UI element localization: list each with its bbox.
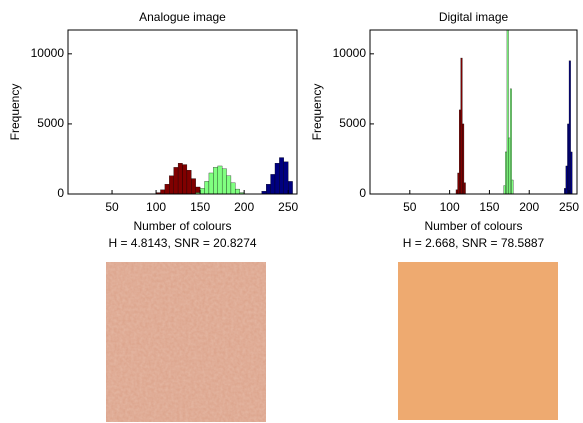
histogram-bar bbox=[226, 175, 232, 195]
histogram-bar bbox=[567, 123, 570, 195]
x-tick-label: 100 bbox=[146, 200, 166, 214]
histogram-bar bbox=[511, 179, 514, 195]
histogram-bar bbox=[173, 167, 179, 195]
y-tick-label: 5000 bbox=[37, 116, 64, 130]
annotation: H = 2.668, SNR = 78.5887 bbox=[403, 236, 545, 250]
analogue-image-texture bbox=[106, 262, 266, 422]
histogram-bar bbox=[509, 88, 512, 195]
annotation: H = 4.8143, SNR = 20.8274 bbox=[108, 236, 256, 250]
histogram-bar bbox=[230, 182, 236, 195]
x-tick-label: 250 bbox=[278, 200, 298, 214]
chart-title: Digital image bbox=[439, 10, 509, 24]
histogram-bar bbox=[266, 184, 271, 195]
histogram-bar bbox=[565, 165, 568, 195]
y-axis-label: Frequency bbox=[8, 84, 22, 141]
y-tick-label: 10000 bbox=[333, 46, 367, 60]
histogram-bar bbox=[160, 189, 166, 195]
x-tick-label: 150 bbox=[479, 200, 499, 214]
histogram-bar bbox=[182, 164, 188, 195]
x-tick-label: 200 bbox=[519, 200, 539, 214]
y-tick-label: 10000 bbox=[31, 46, 65, 60]
x-axis-label: Number of colours bbox=[133, 219, 231, 233]
histogram-bar bbox=[186, 170, 192, 195]
histogram-bar bbox=[191, 178, 196, 195]
histogram-bar bbox=[505, 151, 508, 195]
x-axis-label: Number of colours bbox=[424, 219, 522, 233]
histogram-bar bbox=[208, 172, 214, 195]
histogram-bar bbox=[460, 57, 463, 195]
histogram-bar bbox=[221, 168, 227, 195]
digital-image bbox=[398, 262, 558, 420]
y-tick-label: 0 bbox=[57, 186, 64, 200]
x-tick-label: 100 bbox=[440, 200, 460, 214]
x-tick-label: 50 bbox=[403, 200, 417, 214]
histogram-bar bbox=[177, 163, 183, 195]
histogram-bar bbox=[279, 157, 284, 195]
histogram-bar bbox=[568, 60, 571, 195]
histogram-bar bbox=[204, 181, 210, 195]
histogram-bar bbox=[503, 185, 506, 195]
histogram-bar bbox=[570, 151, 573, 195]
histogram-bar bbox=[463, 182, 466, 195]
y-tick-label: 5000 bbox=[339, 116, 366, 130]
histogram-bar bbox=[462, 123, 465, 195]
histogram-bar bbox=[455, 189, 458, 195]
histogram-bar bbox=[235, 188, 240, 195]
histogram-bar bbox=[217, 165, 223, 195]
x-tick-label: 50 bbox=[105, 200, 119, 214]
histogram-bar bbox=[459, 109, 461, 195]
y-axis-label: Frequency bbox=[310, 84, 324, 141]
histogram-bar bbox=[274, 163, 280, 195]
histogram-bar bbox=[199, 188, 205, 195]
x-tick-label: 150 bbox=[190, 200, 210, 214]
histogram-bar bbox=[169, 175, 174, 195]
axes-box bbox=[369, 29, 578, 195]
histogram-bar bbox=[283, 161, 289, 195]
plot-area bbox=[370, 30, 577, 194]
histogram-bar bbox=[270, 174, 276, 195]
histogram-bar bbox=[164, 184, 170, 195]
x-tick-label: 200 bbox=[234, 200, 254, 214]
axes-box bbox=[67, 29, 298, 195]
histogram-bar bbox=[457, 172, 460, 195]
histogram-bar bbox=[506, 29, 509, 195]
histogram-bar bbox=[508, 137, 511, 195]
histogram-bar bbox=[288, 181, 293, 195]
y-tick-label: 0 bbox=[359, 186, 366, 200]
x-tick-label: 250 bbox=[559, 200, 579, 214]
histogram-bar bbox=[564, 188, 567, 195]
histogram-bar bbox=[213, 167, 218, 195]
chart-title: Analogue image bbox=[139, 10, 226, 24]
